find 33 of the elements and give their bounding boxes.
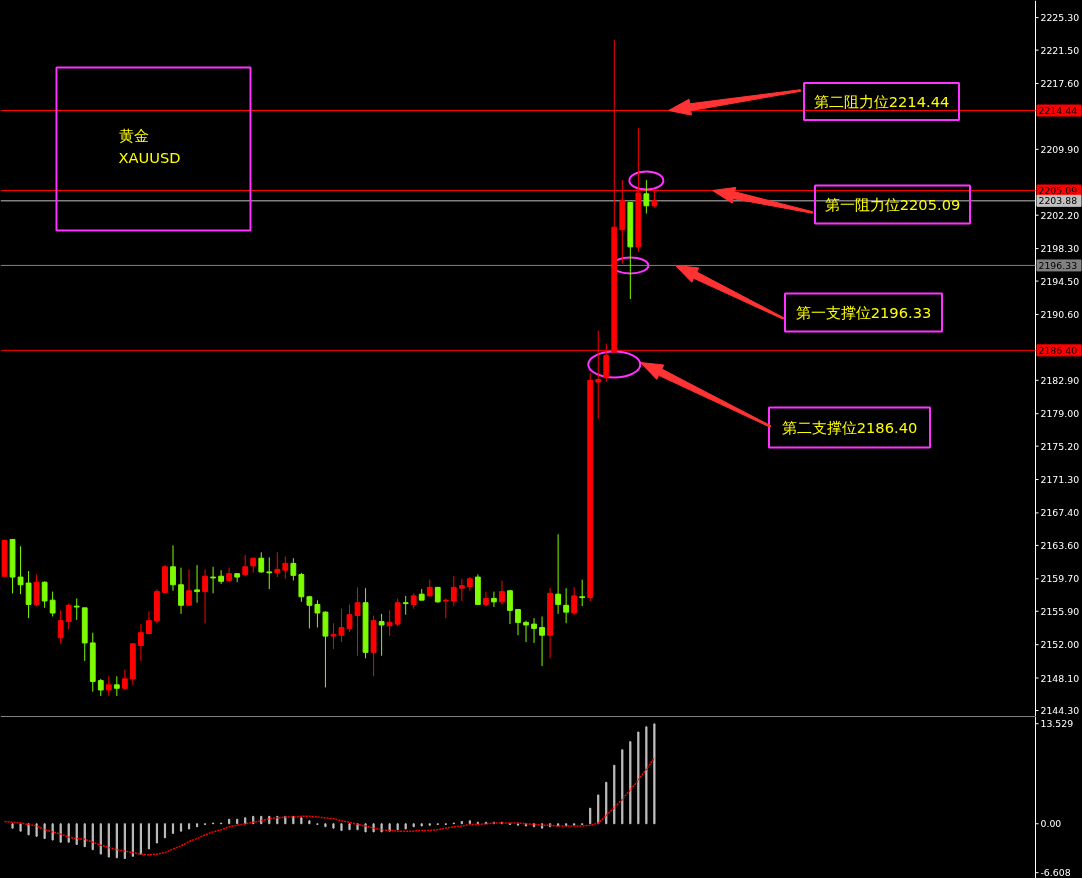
text: 黄金 bbox=[118, 127, 149, 144]
y-tick-label: 2163.60 bbox=[1040, 539, 1080, 551]
annotation: 第一阻力位2205.09 bbox=[824, 196, 961, 213]
y-tick-label: 0.00 bbox=[1040, 818, 1062, 830]
y-tick-label: 2148.10 bbox=[1040, 672, 1080, 684]
annotation: 第二支撑位2186.40 bbox=[781, 419, 918, 436]
ref-line-label: 2196.33 bbox=[1038, 259, 1078, 271]
y-tick-label: 2198.30 bbox=[1040, 243, 1080, 255]
y-tick-label: 2179.00 bbox=[1040, 408, 1080, 420]
ref-line-label: 2203.88 bbox=[1038, 195, 1078, 207]
ref-line-label: 2214.44 bbox=[1038, 105, 1078, 117]
y-tick-label: -6.608 bbox=[1040, 867, 1071, 878]
y-tick-label: 2225.30 bbox=[1040, 12, 1080, 24]
y-tick-label: 2152.00 bbox=[1040, 639, 1080, 651]
y-tick-label: 2217.60 bbox=[1040, 77, 1080, 89]
y-tick-label: 2202.20 bbox=[1040, 209, 1080, 221]
y-tick-label: 2159.70 bbox=[1040, 573, 1080, 585]
y-tick-label: 2144.30 bbox=[1040, 705, 1080, 717]
y-tick-label: 2175.20 bbox=[1040, 440, 1080, 452]
y-tick-label: 2194.50 bbox=[1040, 275, 1080, 287]
y-tick-label: 2167.40 bbox=[1040, 507, 1080, 519]
text: XAUUSD bbox=[118, 149, 181, 166]
y-tick-label: 2221.50 bbox=[1040, 44, 1080, 56]
y-tick-label: 2209.90 bbox=[1040, 143, 1080, 155]
y-tick-label: 2182.90 bbox=[1040, 374, 1080, 386]
y-tick-label: 2155.90 bbox=[1040, 605, 1080, 617]
annotation: 第二阻力位2214.44 bbox=[813, 93, 950, 110]
annotation: 第一支撑位2196.33 bbox=[795, 304, 932, 321]
y-tick-label: 2171.30 bbox=[1040, 474, 1080, 486]
ref-line-label: 2186.40 bbox=[1038, 344, 1078, 356]
y-tick-label: 2190.60 bbox=[1040, 308, 1080, 320]
y-tick-label: 13.529 bbox=[1040, 718, 1074, 730]
ref-line-label: 2205.09 bbox=[1038, 184, 1078, 196]
